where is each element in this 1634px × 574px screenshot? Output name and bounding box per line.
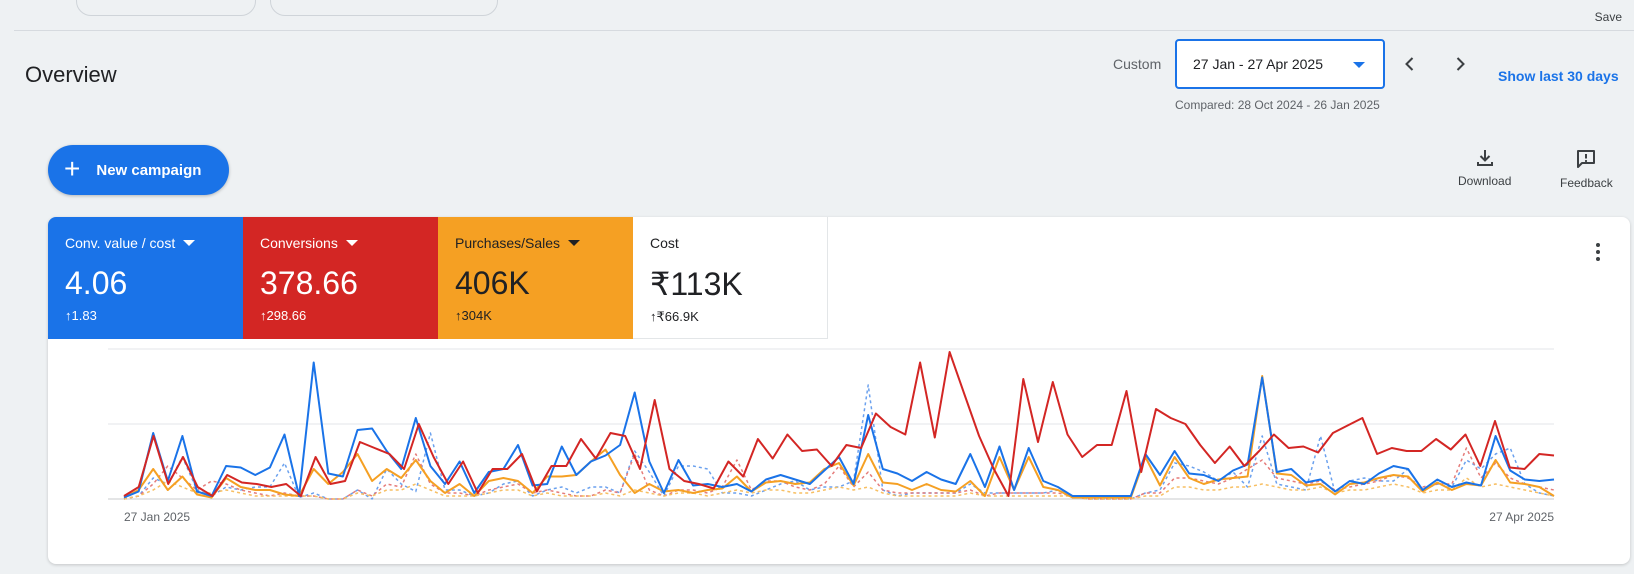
- new-campaign-button[interactable]: + New campaign: [48, 145, 229, 195]
- arrow-up-icon: ↑: [260, 308, 267, 323]
- caret-down-icon: [183, 240, 196, 246]
- feedback-button[interactable]: Feedback: [1560, 148, 1613, 190]
- divider: [14, 30, 1634, 31]
- more-vert-icon[interactable]: [1596, 243, 1602, 264]
- tile-delta: ↑₹66.9K: [650, 309, 811, 325]
- page-title: Overview: [25, 62, 117, 87]
- series-line-purchases-sales-compare: [123, 477, 1555, 500]
- download-label: Download: [1458, 174, 1512, 188]
- tile-label: Conv. value / cost: [65, 235, 176, 251]
- tile-delta-value: ₹66.9K: [656, 309, 699, 324]
- tile-value: ₹113K: [650, 266, 743, 302]
- plus-icon: +: [64, 152, 81, 184]
- metric-tile-cost[interactable]: Cost ₹113K ↑₹66.9K: [633, 217, 828, 339]
- date-mode-label: Custom: [1113, 56, 1162, 72]
- caret-down-icon: [1353, 62, 1365, 68]
- save-button[interactable]: Save: [1594, 10, 1622, 24]
- arrow-up-icon: ↑: [65, 308, 72, 323]
- filter-pill[interactable]: [76, 0, 256, 16]
- series-line-conversions: [123, 351, 1555, 497]
- series-line-conv-value-cost-compare: [123, 384, 1555, 500]
- download-button[interactable]: Download: [1458, 148, 1511, 188]
- tile-label-row: Conversions: [260, 235, 422, 251]
- new-campaign-label: New campaign: [96, 161, 202, 179]
- show-last-30-days-link[interactable]: Show last 30 days: [1498, 68, 1619, 84]
- tile-delta-value: 1.83: [71, 308, 97, 323]
- tile-delta-value: 298.66: [266, 308, 307, 323]
- arrow-up-icon: ↑: [650, 309, 657, 324]
- feedback-icon: [1577, 150, 1596, 168]
- compared-range: Compared: 28 Oct 2024 - 26 Jan 2025: [1175, 98, 1380, 112]
- date-range-value: 27 Jan - 27 Apr 2025: [1193, 56, 1323, 72]
- metric-tile-conversions[interactable]: Conversions 378.66 ↑298.66: [243, 217, 438, 339]
- series-line-purchases-sales: [123, 375, 1555, 499]
- tile-delta: ↑298.66: [260, 308, 422, 323]
- performance-card: Conv. value / cost 4.06 ↑1.83 Conversion…: [48, 217, 1630, 564]
- x-start-label: 27 Jan 2025: [124, 510, 190, 524]
- tile-value: 378.66: [260, 265, 358, 301]
- tile-delta: ↑304K: [455, 308, 617, 323]
- tile-label-row: Conv. value / cost: [65, 235, 227, 251]
- previous-period-button[interactable]: [1396, 50, 1424, 78]
- metric-tile-conv-value-cost[interactable]: Conv. value / cost 4.06 ↑1.83: [48, 217, 243, 339]
- tile-label: Purchases/Sales: [455, 235, 561, 251]
- tile-delta: ↑1.83: [65, 308, 227, 323]
- tile-value: 4.06: [65, 265, 128, 301]
- tile-value: 406K: [455, 265, 530, 301]
- caret-down-icon: [345, 240, 358, 246]
- chevron-left-icon: [1405, 57, 1414, 71]
- metric-tile-purchases-sales[interactable]: Purchases/Sales 406K ↑304K: [438, 217, 633, 339]
- download-icon: [1476, 150, 1493, 166]
- tile-label: Conversions: [260, 235, 338, 251]
- caret-down-icon: [568, 240, 581, 246]
- next-period-button[interactable]: [1446, 50, 1474, 78]
- chart-series: [123, 351, 1555, 500]
- chevron-right-icon: [1456, 57, 1465, 71]
- performance-chart: 27 Jan 2025 27 Apr 2025: [108, 348, 1555, 524]
- tile-delta-value: 304K: [461, 308, 492, 323]
- date-range-select[interactable]: 27 Jan - 27 Apr 2025: [1175, 39, 1385, 89]
- filter-pill[interactable]: [270, 0, 498, 16]
- chart-grid: [108, 348, 1554, 500]
- x-end-label: 27 Apr 2025: [1489, 510, 1554, 524]
- feedback-label: Feedback: [1560, 176, 1613, 190]
- tile-label: Cost: [650, 235, 679, 251]
- tile-label-row: Cost: [650, 235, 811, 251]
- arrow-up-icon: ↑: [455, 308, 462, 323]
- tile-label-row: Purchases/Sales: [455, 235, 617, 251]
